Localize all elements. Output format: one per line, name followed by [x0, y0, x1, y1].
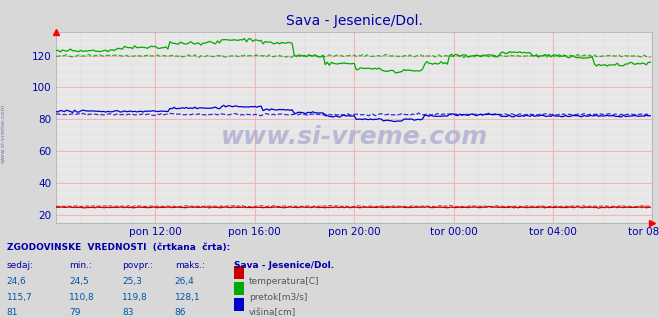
Text: 24,5: 24,5	[69, 277, 89, 286]
Text: 86: 86	[175, 308, 186, 317]
Text: 26,4: 26,4	[175, 277, 194, 286]
Text: maks.:: maks.:	[175, 261, 204, 270]
Text: 110,8: 110,8	[69, 293, 95, 301]
Text: ZGODOVINSKE  VREDNOSTI  (črtkana  črta):: ZGODOVINSKE VREDNOSTI (črtkana črta):	[7, 243, 230, 252]
Text: 119,8: 119,8	[122, 293, 148, 301]
Text: 115,7: 115,7	[7, 293, 32, 301]
Text: 81: 81	[7, 308, 18, 317]
Text: 25,3: 25,3	[122, 277, 142, 286]
Text: 79: 79	[69, 308, 80, 317]
Text: 128,1: 128,1	[175, 293, 200, 301]
Text: višina[cm]: višina[cm]	[249, 308, 297, 317]
Text: Sava - Jesenice/Dol.: Sava - Jesenice/Dol.	[234, 261, 334, 270]
Text: min.:: min.:	[69, 261, 92, 270]
Text: www.si-vreme.com: www.si-vreme.com	[221, 125, 488, 149]
Text: 24,6: 24,6	[7, 277, 26, 286]
Title: Sava - Jesenice/Dol.: Sava - Jesenice/Dol.	[286, 14, 422, 28]
Text: 83: 83	[122, 308, 133, 317]
Text: sedaj:: sedaj:	[7, 261, 34, 270]
Text: www.si-vreme.com: www.si-vreme.com	[1, 104, 6, 163]
Text: povpr.:: povpr.:	[122, 261, 153, 270]
Text: pretok[m3/s]: pretok[m3/s]	[249, 293, 308, 301]
Text: temperatura[C]: temperatura[C]	[249, 277, 320, 286]
